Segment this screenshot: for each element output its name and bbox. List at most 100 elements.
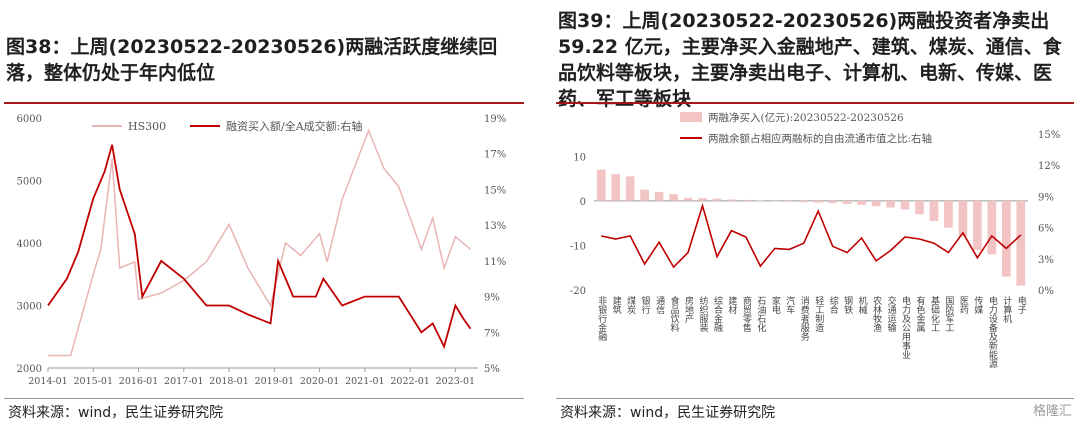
- y-left-tick-label: -10: [570, 241, 586, 252]
- x-category-label: 消费者服务: [799, 295, 810, 342]
- series-line-hs300: [48, 128, 471, 357]
- x-category-label: 综合金融: [712, 295, 723, 333]
- bar-net-buy: [640, 189, 649, 201]
- bar-net-buy: [929, 200, 939, 221]
- x-category-label: 家电: [770, 295, 781, 314]
- x-category-label: 建筑: [611, 295, 622, 315]
- title-rule: [4, 102, 524, 104]
- x-category-label: 轻工制造: [813, 295, 824, 333]
- x-category-label: 银行: [640, 295, 651, 315]
- x-category-label: 电子: [1016, 295, 1026, 314]
- y-right-tick-label: 17%: [484, 150, 506, 161]
- x-category-label: 煤炭: [625, 295, 636, 315]
- x-category-label: 综合: [828, 295, 839, 315]
- bar-net-buy: [886, 200, 895, 208]
- bar-net-buy: [973, 200, 982, 250]
- margin-activity-chart: 2000 3000 4000 5000 6000 5% 7% 9% 11% 13% 15% 17% 19…: [17, 114, 507, 387]
- bar-net-buy: [784, 200, 794, 202]
- bar-net-buy: [756, 200, 765, 201]
- y-left-tick-label: 2000: [17, 364, 42, 375]
- x-tick-label: 2021-01: [345, 376, 384, 387]
- title-rule: [556, 102, 1074, 104]
- bar-net-buy: [727, 199, 736, 201]
- bar-net-buy: [669, 194, 678, 201]
- bar-net-buy: [741, 199, 751, 201]
- x-category-label: 纺织服装: [698, 295, 709, 333]
- source-note: 资料来源：wind，民生证券研究院: [8, 405, 224, 421]
- bar-net-buy: [683, 197, 693, 201]
- x-category-label: 农林牧渔: [871, 295, 882, 332]
- bar-net-buy: [770, 200, 780, 202]
- bar-net-buy: [698, 198, 707, 201]
- x-tick-label: 2022-01: [390, 376, 429, 387]
- y-left-tick-label: -20: [570, 286, 586, 297]
- x-category-label: 电力设备及新能源: [987, 295, 998, 369]
- legend-swatch: [680, 112, 702, 122]
- x-category-label: 汽车: [784, 295, 795, 315]
- x-category-label: 石油石化: [755, 296, 766, 333]
- x-tick-label: 2023-01: [436, 376, 475, 387]
- bar-net-buy: [654, 191, 664, 201]
- y-right-tick-label: 9%: [484, 293, 500, 304]
- bar-net-buy: [857, 200, 866, 205]
- x-category-label: 国防军工: [943, 296, 954, 332]
- bar-net-buy: [625, 176, 635, 201]
- x-tick-label: 2018-01: [209, 376, 248, 387]
- x-category-label: 钢铁: [842, 295, 853, 315]
- series-line-balance-ratio: [601, 202, 1022, 269]
- bar-net-buy: [842, 200, 852, 204]
- bar-net-buy: [1001, 200, 1011, 277]
- figure-title: 图38：上周(20230522-20230526)两融活跃度继续回落，整体仍处于…: [6, 36, 498, 84]
- x-tick-label: 2016-01: [119, 376, 158, 387]
- source-note: 资料来源：wind，民生证券研究院: [560, 405, 776, 421]
- y-right-tick-label: 5%: [484, 364, 500, 375]
- y-left-tick-label: 5000: [17, 177, 42, 188]
- legend-label: 两融余额占相应两融标的自由流通市值之比:右轴: [708, 132, 932, 145]
- y-right-tick-label: 6%: [1038, 224, 1054, 235]
- x-category-label: 计算机: [1001, 295, 1012, 324]
- legend-label: 两融净买入(亿元):20230522-20230526: [708, 111, 904, 124]
- source-rule: [556, 398, 1074, 399]
- legend-label: 融资买入额/全A成交额:右轴: [226, 119, 362, 133]
- y-left-tick-label: 10: [573, 152, 586, 163]
- y-right-tick-label: 11%: [484, 257, 506, 268]
- source-rule: [4, 398, 524, 399]
- sector-net-buy-chart: -20 -10 0 10 0% 3% 6% 9% 12% 15% 非银行金融 建筑 煤炭 银行 通信 食品饮料…: [570, 111, 1060, 369]
- watermark-logo: 格隆汇: [1032, 404, 1072, 419]
- x-tick-label: 2015-01: [74, 376, 113, 387]
- bar-net-buy: [871, 200, 881, 207]
- y-right-tick-label: 0%: [1038, 286, 1054, 297]
- bar-net-buy: [712, 198, 722, 201]
- legend-label: HS300: [128, 120, 166, 133]
- bar-net-buy: [828, 200, 838, 204]
- x-category-label: 建材: [726, 295, 737, 314]
- bar-net-buy: [958, 200, 968, 237]
- x-category-label: 医药: [958, 296, 969, 315]
- bar-net-buy: [987, 200, 997, 255]
- x-category-label: 基础化工: [929, 295, 940, 332]
- y-right-tick-label: 12%: [1038, 161, 1060, 172]
- bar-net-buy: [944, 200, 953, 228]
- right-figure-panel: 图39：上周(20230522-20230526)两融投资者净卖出 59.22 …: [552, 0, 1080, 424]
- bar-net-buy: [799, 200, 809, 203]
- left-figure-panel: 图38：上周(20230522-20230526)两融活跃度继续回落，整体仍处于…: [0, 0, 530, 424]
- y-left-tick-label: 0: [580, 197, 586, 208]
- y-right-tick-label: 7%: [484, 328, 500, 339]
- x-tick-label: 2017-01: [164, 376, 203, 387]
- x-tick-label: 2014-01: [28, 376, 67, 387]
- x-category-label: 传媒: [972, 295, 983, 315]
- y-left-tick-label: 6000: [17, 114, 42, 125]
- bar-net-buy: [611, 174, 621, 201]
- x-category-label: 房地产: [683, 295, 694, 324]
- x-tick-label: 2020-01: [300, 376, 339, 387]
- x-category-label: 非银行金融: [596, 295, 607, 342]
- y-left-tick-label: 3000: [17, 302, 42, 313]
- bar-net-buy: [813, 200, 823, 203]
- bar-net-buy: [900, 200, 910, 210]
- x-category-label: 有色金属: [915, 295, 926, 333]
- series-line-financing-ratio: [47, 144, 472, 350]
- figure-title: 图39：上周(20230522-20230526)两融投资者净卖出 59.22 …: [558, 10, 1062, 110]
- bar-net-buy: [915, 200, 924, 215]
- y-right-tick-label: 9%: [1038, 192, 1054, 203]
- x-category-label: 机械: [857, 295, 868, 315]
